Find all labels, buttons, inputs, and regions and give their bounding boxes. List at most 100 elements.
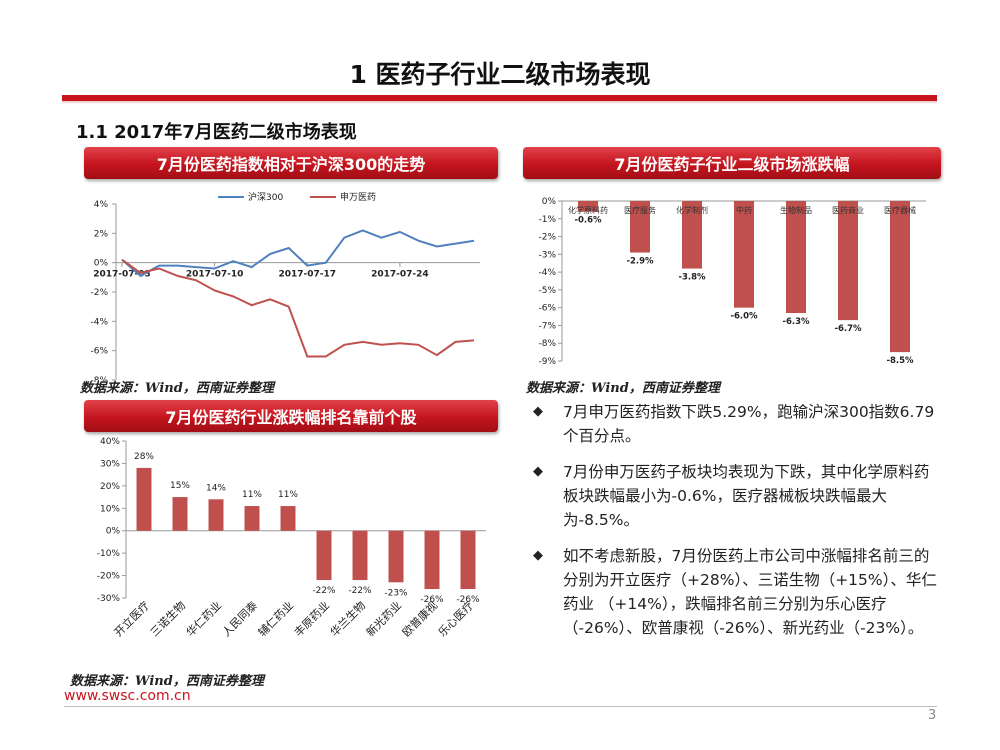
bullet-text: 7月份申万医药子板块均表现为下跌，其中化学原料药板块跌幅最小为-0.6%，医疗器…: [563, 463, 930, 529]
y-tick-label: -8%: [90, 376, 108, 382]
y-tick-label: -2%: [538, 233, 556, 243]
y-tick-label: 30%: [100, 459, 120, 469]
y-tick-label: -10%: [97, 549, 121, 559]
data-label: -3.8%: [678, 273, 706, 283]
footer-divider: [64, 706, 937, 707]
diamond-bullet-icon: ◆: [533, 464, 543, 479]
top-stocks-source-note: 数据来源：Wind，西南证券整理: [70, 674, 264, 689]
category-label: 化学制剂: [676, 205, 708, 215]
y-tick-label: -9%: [538, 357, 556, 367]
x-tick-label: 2017-07-03: [93, 270, 151, 280]
data-label: 28%: [134, 452, 154, 462]
legend-label: 申万医药: [340, 191, 376, 203]
y-tick-label: -20%: [97, 572, 121, 582]
bar: [172, 497, 188, 531]
y-tick-label: 0%: [106, 527, 121, 537]
bullet-item: ◆ 7月份申万医药子板块均表现为下跌，其中化学原料药板块跌幅最小为-0.6%，医…: [533, 460, 943, 532]
bar: [838, 201, 858, 321]
trend-source-note: 数据来源：Wind，西南证券整理: [80, 381, 274, 396]
category-label: 新光药业: [363, 598, 404, 639]
y-tick-label: -30%: [97, 594, 121, 604]
diamond-bullet-icon: ◆: [533, 404, 543, 419]
category-label: 三诺生物: [147, 598, 188, 639]
y-tick-label: -5%: [538, 286, 556, 296]
data-label: -6.3%: [782, 317, 810, 327]
bar: [280, 506, 296, 531]
y-tick-label: -3%: [538, 250, 556, 260]
data-label: -26%: [420, 595, 444, 605]
y-tick-label: -1%: [538, 215, 556, 225]
sub-industry-bar-chart: 0% -1% -2% -3% -4% -5% -6% -7% -8% -9% 化学原料药-0.6% 医…: [538, 197, 926, 367]
top-stocks-bar-chart: 40% 30% 20% 10% 0% -10% -20% -30% 28% 开立医疗 15% 三诺生物…: [97, 437, 486, 639]
category-label: 中药: [736, 205, 752, 215]
title-bar-shadow: [62, 101, 937, 104]
category-label: 医药商业: [832, 205, 864, 215]
trend-chart-banner: 7月份医药指数相对于沪深300的走势: [84, 147, 498, 179]
data-label: 15%: [170, 481, 190, 491]
bar: [890, 201, 910, 353]
category-label: 医疗服务: [624, 205, 656, 215]
y-tick-label: 20%: [100, 482, 120, 492]
y-tick-label: 40%: [100, 437, 120, 447]
bar: [578, 201, 598, 212]
y-tick-label: 10%: [100, 504, 120, 514]
bar: [316, 530, 332, 581]
sub-industry-chart-banner: 7月份医药子行业二级市场涨跌幅: [523, 147, 941, 179]
page-title: 1 医药子行业二级市场表现: [349, 60, 651, 89]
y-tick-label: -4%: [538, 268, 556, 278]
bullet-list: ◆ 7月申万医药指数下跌5.29%，跑输沪深300指数6.79个百分点。 ◆ 7…: [533, 400, 943, 652]
category-label: 丰原药业: [292, 599, 332, 639]
bar: [388, 530, 404, 583]
bullet-text: 如不考虑新股，7月份医药上市公司中涨幅排名前三的分别为开立医疗（+28%）、三诺…: [563, 547, 937, 637]
bar: [208, 499, 224, 531]
category-label: 开立医疗: [111, 598, 152, 639]
y-tick-label: -4%: [90, 317, 108, 327]
title-red-bar: [62, 95, 937, 101]
bar: [786, 201, 806, 313]
category-label: 医疗器械: [884, 205, 916, 215]
x-tick-label: 2017-07-17: [278, 270, 336, 280]
bar: [352, 530, 368, 581]
section-subtitle: 1.1 2017年7月医药二级市场表现: [76, 122, 357, 143]
category-label: 人民同泰: [219, 598, 260, 639]
category-label: 生物制品: [780, 205, 812, 215]
top-stocks-chart-banner: 7月份医药行业涨跌幅排名靠前个股: [84, 400, 498, 432]
trend-line-chart: 4% 2% 0% -2% -4% -6% -8% 2017-07-03 2017-07-10 20…: [90, 191, 480, 382]
y-tick-label: -8%: [538, 339, 556, 349]
data-label: -22%: [312, 586, 336, 596]
x-tick-label: 2017-07-24: [371, 270, 429, 280]
series-line-hs300: [121, 229, 475, 278]
category-label: 辅仁药业: [255, 598, 296, 639]
category-label: 华仁药业: [183, 598, 224, 639]
bullet-text: 7月申万医药指数下跌5.29%，跑输沪深300指数6.79个百分点。: [563, 403, 935, 445]
bar: [630, 201, 650, 253]
data-label: 11%: [278, 490, 298, 500]
bar: [244, 506, 260, 531]
bullet-item: ◆ 如不考虑新股，7月份医药上市公司中涨幅排名前三的分别为开立医疗（+28%）、…: [533, 544, 943, 640]
category-label: 化学原料药: [568, 205, 608, 215]
bar: [424, 530, 440, 590]
data-label: -6.0%: [730, 312, 758, 322]
y-tick-label: 4%: [94, 200, 109, 210]
bar: [136, 467, 152, 531]
series-line-sw-pharma: [121, 258, 475, 358]
data-label: -23%: [384, 588, 408, 598]
bar: [682, 201, 702, 269]
data-label: 11%: [242, 490, 262, 500]
page-number: 3: [928, 708, 937, 723]
x-tick-label: 2017-07-10: [186, 270, 244, 280]
data-label: 14%: [206, 483, 226, 493]
bar: [460, 530, 476, 590]
y-tick-label: 0%: [542, 197, 557, 207]
category-label: 华兰生物: [327, 598, 368, 639]
sub-industry-source-note: 数据来源：Wind，西南证券整理: [526, 381, 720, 396]
y-tick-label: 0%: [94, 259, 109, 269]
y-tick-label: -6%: [90, 347, 108, 357]
y-tick-label: -2%: [90, 288, 108, 298]
data-label: -2.9%: [626, 257, 654, 267]
data-label: -0.6%: [574, 216, 602, 226]
bar: [734, 201, 754, 308]
y-tick-label: -6%: [538, 304, 556, 314]
legend-label: 沪深300: [248, 191, 283, 203]
y-tick-label: -7%: [538, 321, 556, 331]
